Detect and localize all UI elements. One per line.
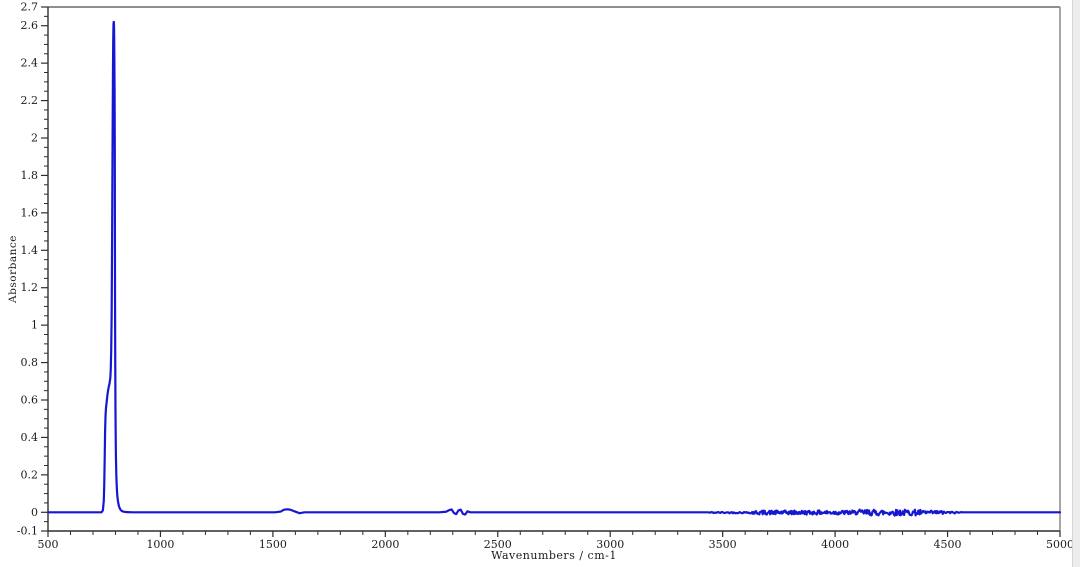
y-tick-label: 2 — [31, 132, 38, 145]
y-tick-label: 1 — [31, 319, 38, 332]
y-tick-label: 2.7 — [21, 1, 39, 14]
y-tick-label: 2.4 — [21, 57, 39, 70]
x-tick-label: 5000 — [1046, 538, 1074, 551]
y-tick-label: 2.2 — [21, 94, 39, 107]
y-tick-label: 1.4 — [21, 244, 39, 257]
y-tick-label: 0.4 — [21, 431, 39, 444]
x-tick-label: 500 — [38, 538, 59, 551]
y-tick-label: 2.6 — [21, 19, 39, 32]
y-tick-label: 1.6 — [21, 206, 39, 219]
y-tick-label: 1.2 — [21, 281, 39, 294]
spectrum-line — [46, 20, 1062, 517]
y-tick-label: -0.1 — [17, 525, 38, 538]
x-tick-label: 2000 — [371, 538, 399, 551]
y-tick-label: 0 — [31, 506, 38, 519]
y-tick-label: 0.2 — [21, 468, 39, 481]
x-tick-label: 1000 — [146, 538, 174, 551]
y-tick-label: 0.6 — [21, 394, 39, 407]
x-axis-title: Wavenumbers / cm-1 — [491, 549, 617, 562]
y-tick-label: 0.8 — [21, 356, 39, 369]
y-axis-title: Absorbance — [7, 235, 19, 303]
x-tick-label: 3000 — [596, 538, 624, 551]
x-tick-label: 4000 — [821, 538, 849, 551]
y-tick-label: 1.8 — [21, 169, 39, 182]
window-right-edge — [1072, 0, 1080, 567]
x-tick-label: 4500 — [934, 538, 962, 551]
x-tick-label: 1500 — [259, 538, 287, 551]
x-tick-label: 3500 — [709, 538, 737, 551]
x-tick-label: 2500 — [484, 538, 512, 551]
